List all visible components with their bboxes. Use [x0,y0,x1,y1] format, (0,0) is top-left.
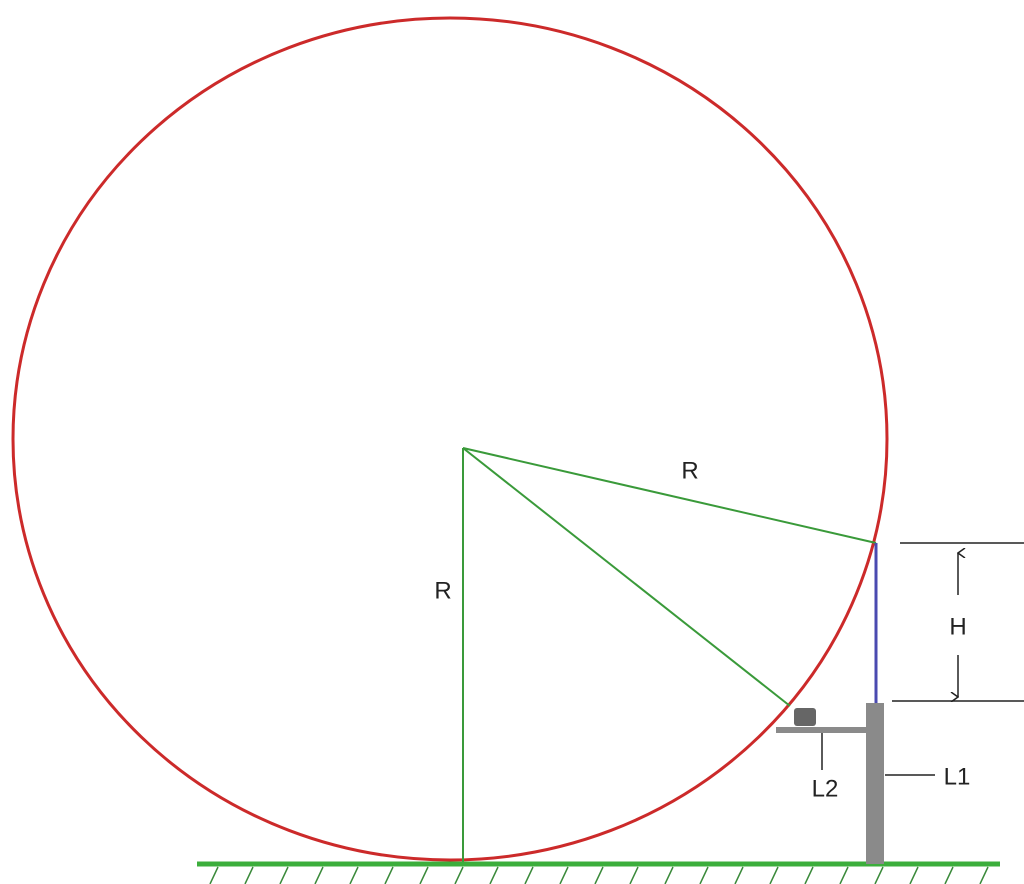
circle [11,16,889,862]
pole [866,703,884,864]
radius-slant [462,447,877,544]
label-l2: L2 [812,775,839,802]
arm [776,727,868,733]
label-h: H [949,613,966,640]
ground-hatch [209,866,989,884]
sight-line [462,447,791,707]
radius-lines [462,447,877,862]
label-r-vertical: R [434,577,451,604]
dimension-lines [821,542,1024,776]
label-l1: L1 [944,763,971,790]
label-r-slant: R [681,457,698,484]
camera [794,708,816,726]
